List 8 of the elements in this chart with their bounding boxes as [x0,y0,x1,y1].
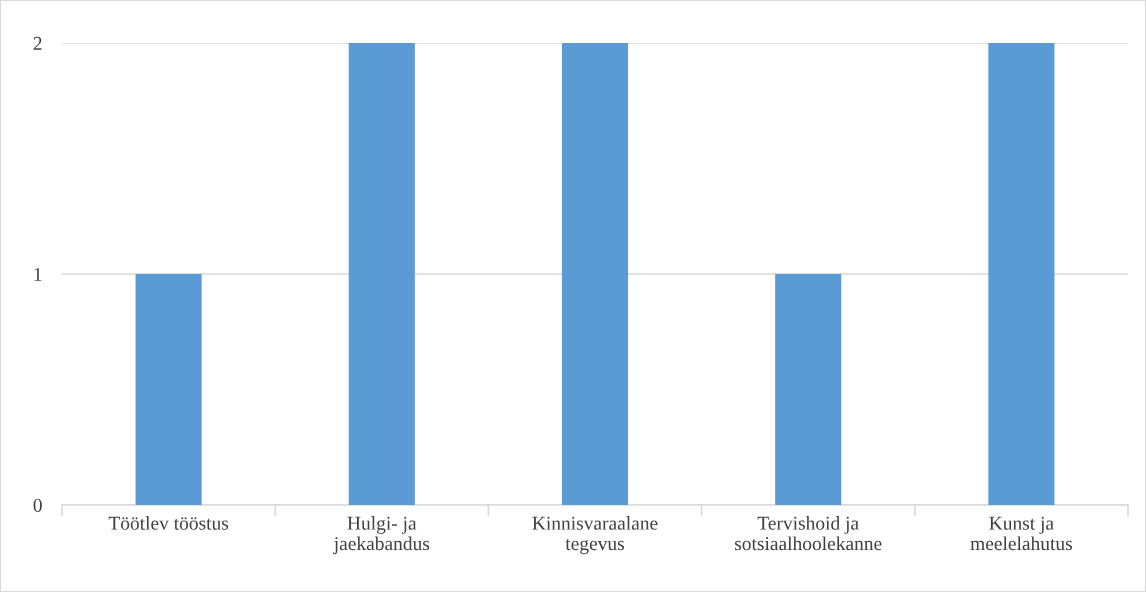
y-tick-label: 2 [33,36,42,50]
y-tick-label: 0 [33,498,42,512]
x-tick-label: Tervishoid ja sotsiaalhoolekanne [735,516,882,551]
y-tick-label: 1 [34,267,42,281]
x-tick-label: Kunst ja meelelahutus [970,516,1072,551]
x-tick-label: Kinnisvaraalane tegevus [532,516,658,555]
x-tick-label: Töötlev tööstus [108,516,229,530]
x-tick-label: Hulgi- ja jaekabandus [333,516,430,555]
